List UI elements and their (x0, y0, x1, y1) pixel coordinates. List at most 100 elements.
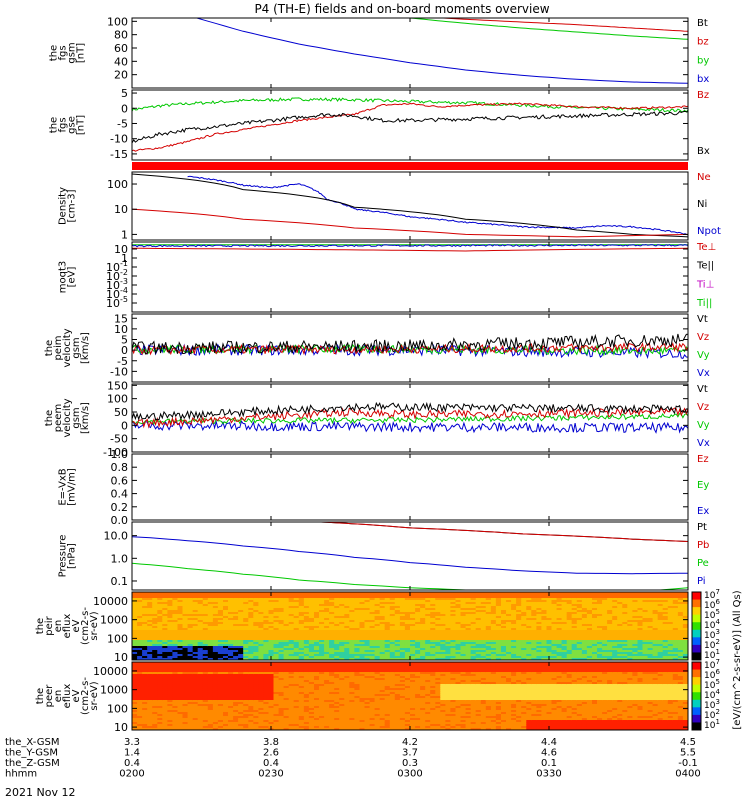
spec-cell (677, 644, 684, 647)
spec-cell (526, 622, 532, 625)
spec-cell (283, 606, 290, 609)
spec-cell (622, 596, 628, 599)
spec-cell (465, 624, 472, 627)
spec-cell (622, 616, 628, 619)
spec-cell (217, 642, 224, 645)
spec-cell (571, 596, 578, 599)
spec-cell (288, 642, 295, 645)
spec-cell (581, 648, 588, 651)
spec-cell (253, 596, 259, 599)
spec-cell (238, 678, 244, 681)
spec-cell (460, 654, 467, 657)
spec-cell (248, 658, 254, 661)
spec-cell (490, 616, 497, 619)
spec-cell (384, 658, 391, 661)
spec-cell (132, 710, 138, 713)
spec-cell (597, 658, 603, 661)
spec-cell (369, 612, 376, 615)
spec-cell (521, 646, 527, 649)
spec-cell (506, 630, 512, 633)
spec-cell (607, 628, 613, 631)
spec-cell (399, 614, 406, 617)
spec-cell (566, 640, 573, 643)
spec-cell (682, 622, 689, 625)
spec-cell (308, 614, 315, 617)
spec-cell (420, 648, 426, 651)
spec-cell (349, 608, 355, 611)
spec-cell (511, 608, 517, 611)
spec-cell (379, 644, 386, 647)
spec-cell (490, 596, 497, 599)
spec-cell (152, 682, 158, 685)
spec-cell (329, 596, 335, 599)
spec-cell (202, 664, 209, 667)
spec-cell (435, 620, 441, 623)
spec-cell (475, 658, 482, 661)
spec-cell (374, 656, 381, 659)
spec-cell (223, 728, 229, 731)
spec-cell (147, 728, 153, 731)
spec-cell (334, 652, 340, 655)
spec-cell (516, 638, 522, 641)
spec-cell (329, 624, 335, 627)
spec-cell (592, 652, 598, 655)
spec-cell (647, 620, 654, 623)
spec-cell (430, 596, 436, 599)
spec-cell (551, 632, 558, 635)
spec-cell (379, 634, 386, 637)
spec-cell (142, 702, 148, 705)
spec-cell (288, 594, 295, 597)
spec-cell (455, 634, 462, 637)
spec-cell (157, 686, 163, 689)
spec-cell (137, 674, 143, 677)
spec-cell (329, 648, 335, 651)
spec-cell (571, 594, 578, 597)
spec-cell (157, 604, 163, 607)
spec-cell (278, 598, 285, 601)
spec-cell (303, 640, 310, 643)
spec-cell (399, 612, 406, 615)
spec-cell (470, 642, 477, 645)
spec-cell (192, 654, 199, 657)
spec-cell (667, 624, 674, 627)
spec-cell (662, 632, 669, 635)
spec-cell (586, 608, 593, 611)
spec-cell (137, 648, 143, 651)
spec-cell (455, 608, 462, 611)
spec-cell (586, 644, 593, 647)
spec-cell (521, 618, 527, 621)
spec-cell (677, 642, 684, 645)
spec-cell (435, 632, 441, 635)
spec-cell (435, 638, 441, 641)
spec-cell (202, 704, 209, 707)
legend-label: Ti⊥ (696, 279, 714, 290)
spec-cell (501, 634, 507, 637)
spec-cell (238, 712, 244, 715)
spec-cell (142, 592, 148, 595)
spec-cell (182, 728, 189, 731)
spec-cell (627, 616, 633, 619)
spec-cell (465, 622, 472, 625)
spec-cell (440, 640, 446, 643)
spec-cell (581, 614, 588, 617)
spec-cell (293, 628, 300, 631)
spec-cell (233, 644, 239, 647)
spec-cell (182, 614, 189, 617)
spec-cell (248, 644, 254, 647)
spec-cell (374, 638, 381, 641)
spec-cell (379, 646, 386, 649)
spec-cell (152, 630, 158, 633)
spec-cell (253, 620, 259, 623)
spec-cell (167, 658, 173, 661)
spec-cell (415, 624, 421, 627)
spec-cell (263, 624, 269, 627)
spec-cell (258, 652, 264, 655)
spec-cell (212, 654, 219, 657)
spec-cell (581, 618, 588, 621)
spec-cell (374, 650, 381, 653)
spec-cell (152, 662, 158, 665)
spec-cell (652, 618, 659, 621)
spec-cell (652, 628, 659, 631)
spec-cell (157, 702, 163, 705)
spec-cell (404, 642, 411, 645)
